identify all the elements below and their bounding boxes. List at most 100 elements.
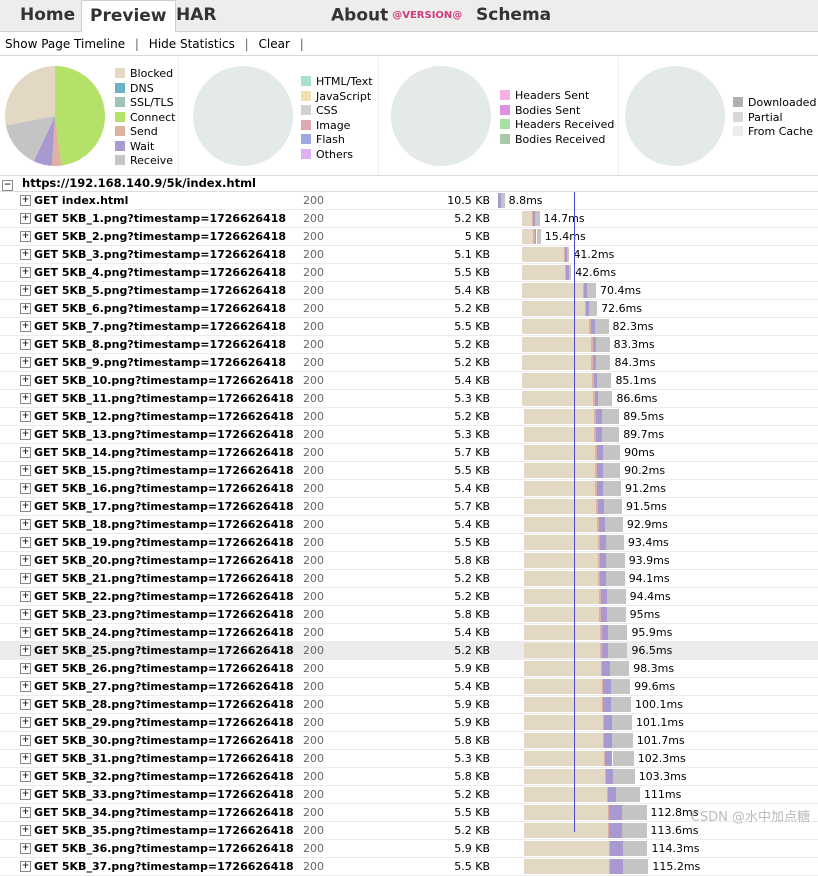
request-row[interactable]: + GET 5KB_14.png?timestamp=1726626418 200 5…	[0, 444, 818, 462]
request-timeline[interactable]: 94.1ms	[496, 570, 818, 587]
request-timeline[interactable]: 93.9ms	[496, 552, 818, 569]
expand-icon[interactable]: +	[20, 519, 31, 530]
request-timeline[interactable]: 91.5ms	[496, 498, 818, 515]
request-timeline[interactable]: 101.1ms	[496, 714, 818, 731]
request-row[interactable]: + GET 5KB_18.png?timestamp=1726626418 200 5…	[0, 516, 818, 534]
request-timeline[interactable]: 72.6ms	[496, 300, 818, 317]
request-row[interactable]: + GET 5KB_23.png?timestamp=1726626418 200 5…	[0, 606, 818, 624]
expand-icon[interactable]: +	[20, 861, 31, 872]
request-row[interactable]: + GET 5KB_25.png?timestamp=1726626418 200 5…	[0, 642, 818, 660]
expand-icon[interactable]: +	[20, 195, 31, 206]
request-row[interactable]: + GET 5KB_16.png?timestamp=1726626418 200 5…	[0, 480, 818, 498]
request-timeline[interactable]: 101.7ms	[496, 732, 818, 749]
request-timeline[interactable]: 90.2ms	[496, 462, 818, 479]
request-row[interactable]: + GET 5KB_26.png?timestamp=1726626418 200 5…	[0, 660, 818, 678]
expand-icon[interactable]: +	[20, 825, 31, 836]
request-timeline[interactable]: 89.5ms	[496, 408, 818, 425]
request-row[interactable]: + GET 5KB_15.png?timestamp=1726626418 200 5…	[0, 462, 818, 480]
expand-icon[interactable]: +	[20, 699, 31, 710]
expand-icon[interactable]: +	[20, 375, 31, 386]
expand-icon[interactable]: +	[20, 429, 31, 440]
expand-icon[interactable]: +	[20, 231, 31, 242]
tab-har[interactable]: HAR	[176, 5, 217, 25]
expand-icon[interactable]: +	[20, 807, 31, 818]
expand-icon[interactable]: +	[20, 591, 31, 602]
request-row[interactable]: + GET 5KB_31.png?timestamp=1726626418 200 5…	[0, 750, 818, 768]
collapse-icon[interactable]: −	[2, 180, 13, 191]
expand-icon[interactable]: +	[20, 645, 31, 656]
request-row[interactable]: + GET 5KB_29.png?timestamp=1726626418 200 5…	[0, 714, 818, 732]
request-timeline[interactable]: 96.5ms	[496, 642, 818, 659]
expand-icon[interactable]: +	[20, 663, 31, 674]
expand-icon[interactable]: +	[20, 717, 31, 728]
request-timeline[interactable]: 102.3ms	[496, 750, 818, 767]
request-row[interactable]: + GET 5KB_28.png?timestamp=1726626418 200 5…	[0, 696, 818, 714]
request-timeline[interactable]: 93.4ms	[496, 534, 818, 551]
request-row[interactable]: + GET 5KB_22.png?timestamp=1726626418 200 5…	[0, 588, 818, 606]
request-row[interactable]: + GET 5KB_3.png?timestamp=1726626418 200 5.…	[0, 246, 818, 264]
expand-icon[interactable]: +	[20, 411, 31, 422]
request-row[interactable]: + GET 5KB_7.png?timestamp=1726626418 200 5.…	[0, 318, 818, 336]
expand-icon[interactable]: +	[20, 267, 31, 278]
request-row[interactable]: + GET index.html 200 10.5 KB 8.8ms	[0, 192, 818, 210]
tab-preview[interactable]: Preview	[81, 0, 176, 33]
show-page-timeline-link[interactable]: Show Page Timeline	[5, 37, 126, 51]
request-row[interactable]: + GET 5KB_27.png?timestamp=1726626418 200 5…	[0, 678, 818, 696]
request-row[interactable]: + GET 5KB_12.png?timestamp=1726626418 200 5…	[0, 408, 818, 426]
request-timeline[interactable]: 103.3ms	[496, 768, 818, 785]
request-timeline[interactable]: 8.8ms	[496, 192, 818, 209]
expand-icon[interactable]: +	[20, 465, 31, 476]
request-timeline[interactable]: 41.2ms	[496, 246, 818, 263]
expand-icon[interactable]: +	[20, 213, 31, 224]
request-timeline[interactable]: 114.3ms	[496, 840, 818, 857]
request-timeline[interactable]: 100.1ms	[496, 696, 818, 713]
expand-icon[interactable]: +	[20, 249, 31, 260]
request-row[interactable]: + GET 5KB_36.png?timestamp=1726626418 200 5…	[0, 840, 818, 858]
request-row[interactable]: + GET 5KB_13.png?timestamp=1726626418 200 5…	[0, 426, 818, 444]
request-timeline[interactable]: 70.4ms	[496, 282, 818, 299]
expand-icon[interactable]: +	[20, 555, 31, 566]
expand-icon[interactable]: +	[20, 447, 31, 458]
tab-about[interactable]: About @VERSION@	[323, 0, 470, 31]
expand-icon[interactable]: +	[20, 285, 31, 296]
request-row[interactable]: + GET 5KB_24.png?timestamp=1726626418 200 5…	[0, 624, 818, 642]
request-timeline[interactable]: 84.3ms	[496, 354, 818, 371]
request-row[interactable]: + GET 5KB_6.png?timestamp=1726626418 200 5.…	[0, 300, 818, 318]
request-row[interactable]: + GET 5KB_19.png?timestamp=1726626418 200 5…	[0, 534, 818, 552]
expand-icon[interactable]: +	[20, 321, 31, 332]
request-timeline[interactable]: 82.3ms	[496, 318, 818, 335]
expand-icon[interactable]: +	[20, 627, 31, 638]
tab-home[interactable]: Home	[20, 5, 76, 25]
request-timeline[interactable]: 111ms	[496, 786, 818, 803]
tab-schema[interactable]: Schema	[476, 5, 552, 25]
request-row[interactable]: + GET 5KB_33.png?timestamp=1726626418 200 5…	[0, 786, 818, 804]
expand-icon[interactable]: +	[20, 573, 31, 584]
expand-icon[interactable]: +	[20, 303, 31, 314]
request-timeline[interactable]: 94.4ms	[496, 588, 818, 605]
expand-icon[interactable]: +	[20, 357, 31, 368]
clear-link[interactable]: Clear	[258, 37, 290, 51]
request-row[interactable]: + GET 5KB_1.png?timestamp=1726626418 200 5.…	[0, 210, 818, 228]
expand-icon[interactable]: +	[20, 843, 31, 854]
request-timeline[interactable]: 89.7ms	[496, 426, 818, 443]
request-row[interactable]: + GET 5KB_2.png?timestamp=1726626418 200 5 …	[0, 228, 818, 246]
expand-icon[interactable]: +	[20, 537, 31, 548]
request-row[interactable]: + GET 5KB_5.png?timestamp=1726626418 200 5.…	[0, 282, 818, 300]
request-row[interactable]: + GET 5KB_4.png?timestamp=1726626418 200 5.…	[0, 264, 818, 282]
request-timeline[interactable]: 95.9ms	[496, 624, 818, 641]
request-timeline[interactable]: 95ms	[496, 606, 818, 623]
request-row[interactable]: + GET 5KB_8.png?timestamp=1726626418 200 5.…	[0, 336, 818, 354]
request-timeline[interactable]: 42.6ms	[496, 264, 818, 281]
request-row[interactable]: + GET 5KB_32.png?timestamp=1726626418 200 5…	[0, 768, 818, 786]
expand-icon[interactable]: +	[20, 789, 31, 800]
hide-statistics-link[interactable]: Hide Statistics	[148, 37, 235, 51]
request-timeline[interactable]: 14.7ms	[496, 210, 818, 227]
request-timeline[interactable]: 99.6ms	[496, 678, 818, 695]
request-row[interactable]: + GET 5KB_10.png?timestamp=1726626418 200 5…	[0, 372, 818, 390]
expand-icon[interactable]: +	[20, 771, 31, 782]
request-timeline[interactable]: 91.2ms	[496, 480, 818, 497]
request-row[interactable]: + GET 5KB_34.png?timestamp=1726626418 200 5…	[0, 804, 818, 822]
request-timeline[interactable]: 112.8ms	[496, 804, 818, 821]
expand-icon[interactable]: +	[20, 339, 31, 350]
request-timeline[interactable]: 98.3ms	[496, 660, 818, 677]
